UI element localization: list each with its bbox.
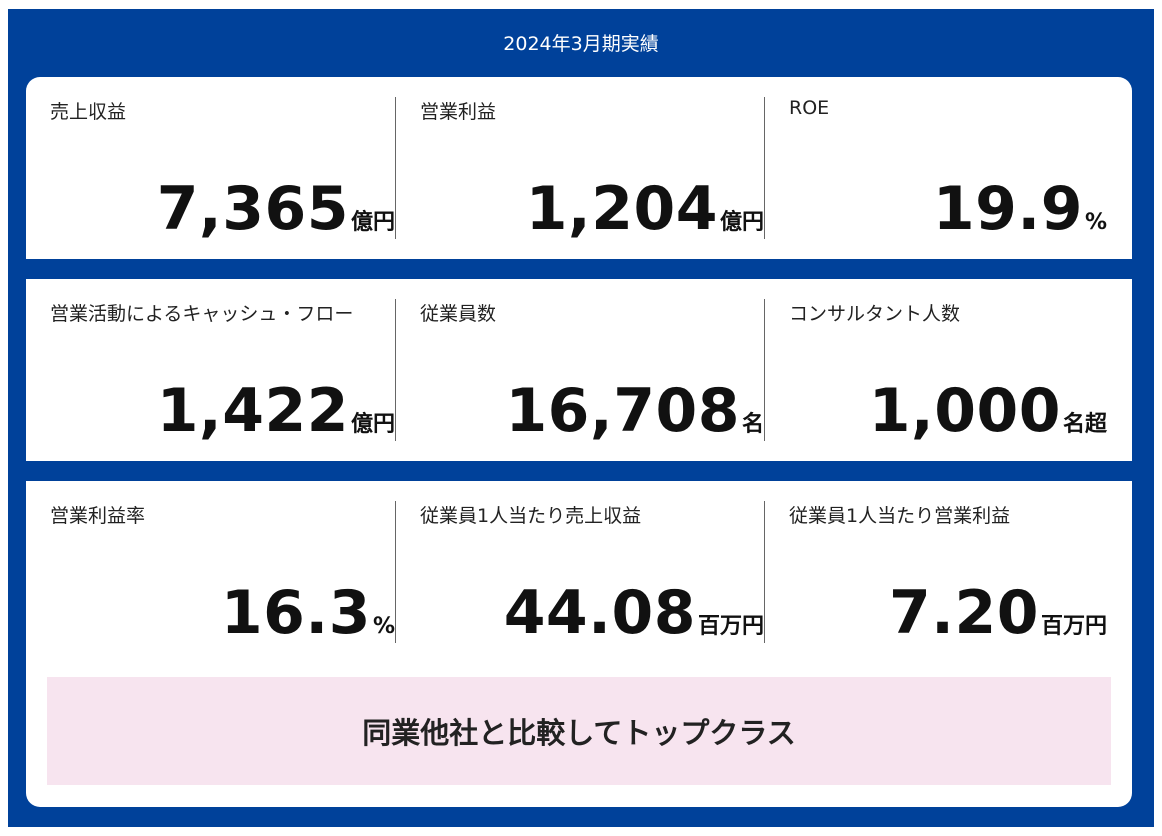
metric-label: 営業活動によるキャッシュ・フロー [50,303,354,325]
column-divider [764,501,765,643]
column-divider [764,97,765,239]
metric-profit-per-employee: 従業員1人当たり営業利益 7.20百万円 [789,501,1107,643]
panel-title: 2024年3月期実績 [503,32,659,55]
metric-value: 16.3% [221,583,395,643]
metric-operating-cash-flow: 営業活動によるキャッシュ・フロー 1,422億円 [50,299,395,441]
metrics-row-3: 営業利益率 16.3% 従業員1人当たり売上収益 44.08百万円 従業員1人当… [26,481,1132,807]
metric-consultants: コンサルタント人数 1,000名超 [789,299,1107,441]
metric-value: 1,000名超 [869,381,1107,441]
metric-label: 営業利益率 [50,505,146,527]
metric-number: 7,365 [156,174,349,244]
metric-unit: 億円 [719,210,764,235]
column-divider [395,501,396,643]
metric-value: 7.20百万円 [889,583,1107,643]
metric-operating-profit: 営業利益 1,204億円 [420,97,764,239]
metric-revenue-per-employee: 従業員1人当たり売上収益 44.08百万円 [420,501,764,643]
metric-label: コンサルタント人数 [789,303,961,325]
metrics-row-1: 売上収益 7,365億円 営業利益 1,204億円 ROE 19.9% [26,77,1132,259]
metric-number: 1,204 [525,174,718,244]
metric-number: 16,708 [505,376,740,446]
metric-roe: ROE 19.9% [789,97,1107,239]
metric-value: 44.08百万円 [504,583,764,643]
metric-value: 7,365億円 [157,179,395,239]
metric-unit: 百万円 [697,614,764,639]
top-class-banner: 同業他社と比較してトップクラス [47,677,1111,785]
metric-value: 1,422億円 [157,381,395,441]
metric-employees: 従業員数 16,708名 [420,299,764,441]
metric-number: 16.3 [220,578,371,648]
column-divider [395,299,396,441]
metric-label: 従業員数 [420,303,497,325]
metric-unit: 百万円 [1040,614,1107,639]
metric-operating-margin: 営業利益率 16.3% [50,501,395,643]
metric-number: 44.08 [503,578,696,648]
metric-value: 1,204億円 [526,179,764,239]
metric-unit: % [1084,210,1107,235]
metric-unit: 億円 [350,210,395,235]
metric-number: 1,422 [156,376,349,446]
results-panel: 2024年3月期実績 売上収益 7,365億円 営業利益 1,204億円 ROE… [8,9,1154,827]
metric-label: 従業員1人当たり営業利益 [789,505,1011,527]
column-divider [395,97,396,239]
metric-number: 1,000 [868,376,1061,446]
metric-label: 従業員1人当たり売上収益 [420,505,642,527]
metrics-row-2: 営業活動によるキャッシュ・フロー 1,422億円 従業員数 16,708名 コン… [26,279,1132,461]
metric-unit: 名超 [1062,412,1107,437]
metric-number: 7.20 [888,578,1039,648]
metric-unit: 億円 [350,412,395,437]
metric-unit: % [372,614,395,639]
metric-label: 営業利益 [420,101,497,123]
metric-label: 売上収益 [50,101,127,123]
metric-revenue: 売上収益 7,365億円 [50,97,395,239]
metric-value: 16,708名 [505,381,764,441]
metric-label: ROE [789,97,830,119]
metric-unit: 名 [741,412,764,437]
metric-number: 19.9 [932,174,1083,244]
metric-value: 19.9% [933,179,1107,239]
column-divider [764,299,765,441]
